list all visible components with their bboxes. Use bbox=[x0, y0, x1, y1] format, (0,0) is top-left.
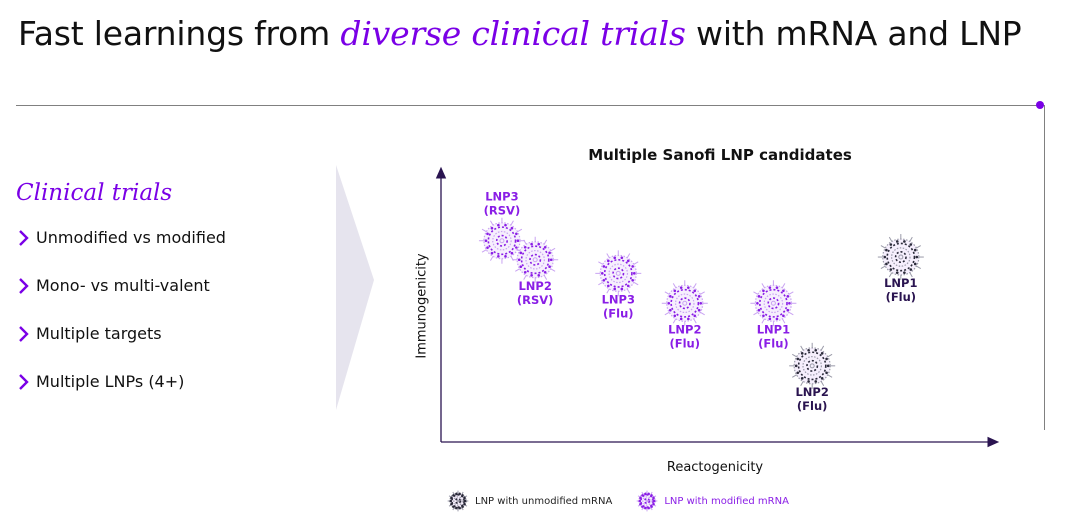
legend-marker bbox=[636, 490, 658, 512]
title-prefix: Fast learnings from bbox=[18, 14, 341, 53]
bullet-label: Multiple LNPs (4+) bbox=[36, 372, 185, 391]
bullet-label: Mono- vs multi-valent bbox=[36, 276, 210, 295]
points-layer: LNP3(RSV)LNP2(RSV) LNP3(Flu)LNP2(Flu)LNP1… bbox=[478, 190, 924, 413]
clinical-trials-heading: Clinical trials bbox=[16, 180, 173, 206]
lnp-particle-icon bbox=[636, 490, 658, 512]
data-sublabel: (Flu) bbox=[797, 399, 828, 413]
legend: LNP with unmodified mRNA LNP with modifi… bbox=[447, 490, 813, 512]
data-point-lnp2-lnp-with-modified-mrna bbox=[661, 280, 708, 327]
legend-item-unmodified: LNP with unmodified mRNA bbox=[447, 490, 612, 512]
legend-marker bbox=[447, 490, 469, 512]
y-axis-label: Immunogenicity bbox=[414, 253, 430, 359]
data-label: LNP2 bbox=[518, 279, 551, 293]
slide-title: Fast learnings from diverse clinical tri… bbox=[18, 14, 1022, 53]
legend-label: LNP with modified mRNA bbox=[664, 495, 789, 507]
bullet-label: Multiple targets bbox=[36, 324, 162, 343]
data-sublabel: (Flu) bbox=[603, 306, 634, 320]
bullet-list: Unmodified vs modified Mono- vs multi-va… bbox=[16, 228, 226, 420]
legend-item-modified: LNP with modified mRNA bbox=[636, 490, 789, 512]
data-label: LNP3 bbox=[485, 190, 518, 204]
data-label: LNP2 bbox=[795, 385, 828, 399]
chevron-right-icon bbox=[19, 374, 29, 390]
data-label: LNP1 bbox=[757, 322, 790, 336]
data-label: LNP1 bbox=[884, 276, 917, 290]
data-sublabel: (RSV) bbox=[484, 204, 521, 218]
data-sublabel: (Flu) bbox=[758, 336, 789, 350]
large-chevron-arrow bbox=[336, 165, 374, 410]
data-point-lnp3-lnp-with-modified-mrna bbox=[595, 250, 642, 297]
header-divider bbox=[16, 105, 1044, 106]
title-suffix: with mRNA and LNP bbox=[685, 14, 1022, 53]
title-accent: diverse clinical trials bbox=[340, 14, 686, 53]
data-label: LNP3 bbox=[602, 292, 635, 306]
lnp-particle-icon bbox=[447, 490, 469, 512]
data-point-lnp2-lnp-with-modified-mrna bbox=[512, 236, 559, 283]
chevron-right-icon bbox=[19, 278, 29, 294]
data-label: LNP2 bbox=[668, 322, 701, 336]
data-sublabel: (Flu) bbox=[886, 290, 917, 304]
bullet-item: Mono- vs multi-valent bbox=[16, 276, 226, 324]
chart-title: Multiple Sanofi LNP candidates bbox=[588, 146, 852, 164]
chevron-right-icon bbox=[19, 230, 29, 246]
chevron-right-icon bbox=[19, 326, 29, 342]
x-axis-label: Reactogenicity bbox=[666, 460, 764, 475]
data-point-lnp1-lnp-with-modified-mrna bbox=[750, 280, 797, 327]
frame-right-line bbox=[1044, 105, 1045, 430]
legend-label: LNP with unmodified mRNA bbox=[475, 495, 613, 507]
divider-dot bbox=[1036, 101, 1044, 109]
bullet-label: Unmodified vs modified bbox=[36, 228, 226, 247]
data-point-lnp1-lnp-with-unmodified-mrna bbox=[877, 234, 924, 281]
data-sublabel: (Flu) bbox=[670, 336, 701, 350]
data-point-lnp3-lnp-with-modified-mrna bbox=[478, 217, 525, 264]
bullet-item: Unmodified vs modified bbox=[16, 228, 226, 276]
data-sublabel: (RSV) bbox=[517, 293, 554, 307]
data-point-lnp2-lnp-with-unmodified-mrna bbox=[789, 342, 836, 389]
bullet-item: Multiple LNPs (4+) bbox=[16, 372, 226, 420]
bullet-item: Multiple targets bbox=[16, 324, 226, 372]
